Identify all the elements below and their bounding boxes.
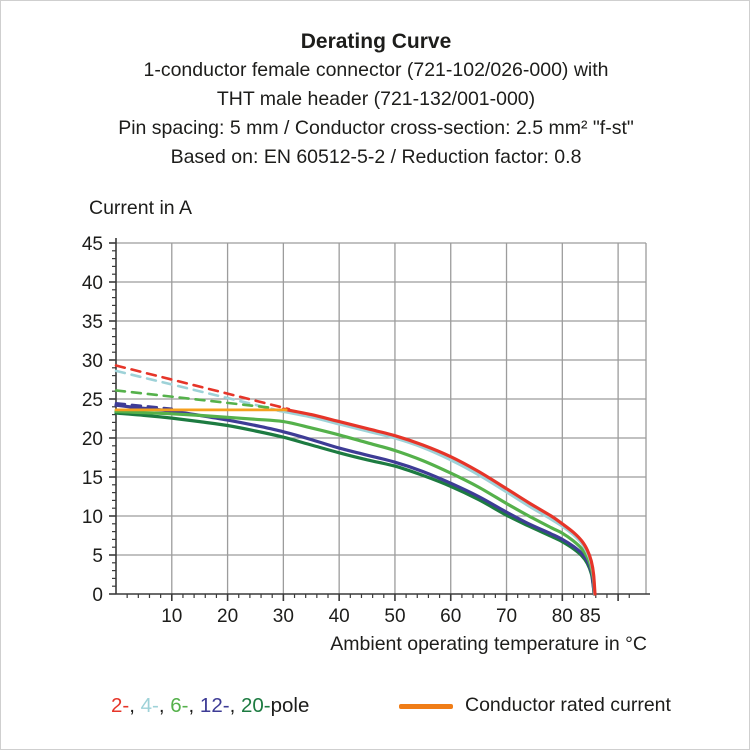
y-tick-label: 25: [82, 390, 103, 411]
curve-6-pole-above-rated: [114, 389, 271, 409]
x-tick-label: 30: [273, 606, 294, 627]
rated-current-label: Conductor rated current: [465, 694, 671, 716]
curve-6-pole: [114, 409, 596, 596]
curve-12-pole-above-rated: [114, 402, 174, 411]
legend-pole-4: 4-: [140, 694, 159, 717]
legend-pole-suffix: pole: [270, 694, 310, 717]
y-tick-label: 30: [82, 351, 103, 372]
title-block: Derating Curve 1-conductor female connec…: [1, 27, 749, 172]
x-tick-label: 10: [161, 606, 182, 627]
subtitle-line-1: 1-conductor female connector (721-102/02…: [143, 59, 609, 81]
x-tick-label: 70: [496, 606, 517, 627]
y-tick-label: 35: [82, 312, 103, 333]
x-tick-label: 40: [329, 606, 350, 627]
x-tick-label: 50: [384, 606, 405, 627]
legend-separator: ,: [229, 694, 241, 717]
legend-rated-current: Conductor rated current: [399, 694, 671, 717]
y-tick-label: 0: [92, 585, 103, 606]
curve-2-pole: [281, 407, 597, 596]
rated-current-line-swatch: [399, 704, 453, 709]
legend-pole-12: 12-: [199, 694, 230, 717]
legend-pole-2: 2-: [111, 694, 130, 717]
x-tick-label: 20: [217, 606, 238, 627]
y-tick-label: 40: [82, 273, 103, 294]
y-axis-title: Current in A: [89, 197, 192, 219]
curve-2-pole-above-rated: [114, 364, 291, 411]
y-tick-label: 45: [82, 234, 103, 255]
subtitle-line-4: Based on: EN 60512-5-2 / Reduction facto…: [170, 146, 582, 168]
legend-pole-20: 20-: [240, 694, 271, 717]
legend-separator: ,: [188, 694, 200, 717]
y-tick-label: 20: [82, 429, 103, 450]
y-tick-label: 15: [82, 468, 103, 489]
x-tick-label: 60: [440, 606, 461, 627]
legend-pole-counts: 2-, 4-, 6-, 12-, 20-pole: [111, 694, 309, 718]
y-tick-label: 10: [82, 507, 103, 528]
legend-pole-6: 6-: [170, 694, 189, 717]
y-tick-label: 5: [92, 546, 103, 567]
subtitle-line-2: THT male header (721-132/001-000): [216, 88, 536, 110]
x-tick-label: 85: [580, 606, 601, 627]
legend-separator: ,: [158, 694, 171, 717]
curve-4-pole-above-rated: [114, 369, 280, 412]
x-axis-title: Ambient operating temperature in °C: [330, 633, 647, 655]
subtitle-line-3: Pin spacing: 5 mm / Conductor cross-sect…: [118, 117, 634, 139]
x-tick-label: 80: [552, 606, 573, 627]
legend-row: 2-, 4-, 6-, 12-, 20-pole Conductor rated…: [1, 694, 749, 728]
legend-separator: ,: [129, 694, 141, 717]
curve-12-pole: [114, 403, 596, 596]
chart-title: Derating Curve: [300, 30, 452, 53]
